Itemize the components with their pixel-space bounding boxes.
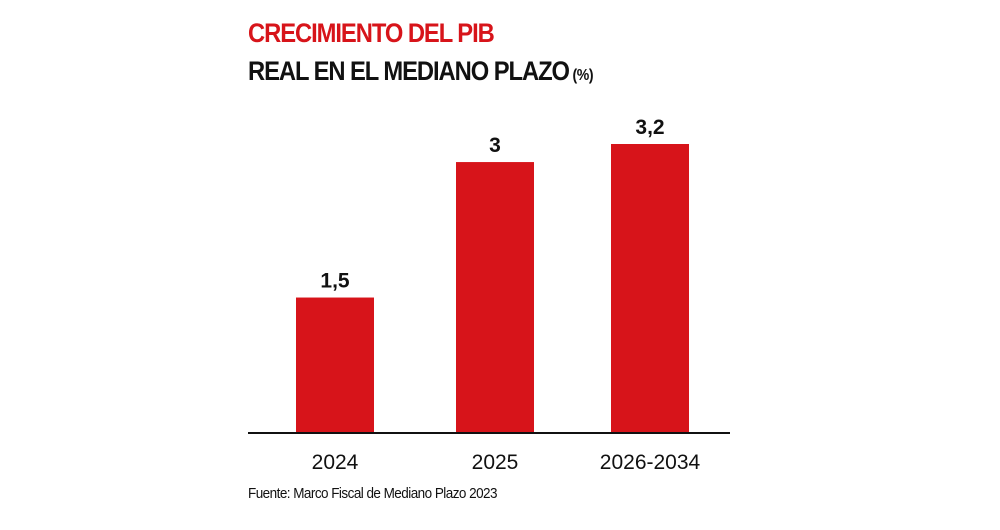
- chart-unit: (%): [572, 67, 594, 84]
- data-label-2024: 1,5: [320, 270, 350, 293]
- data-label-2025: 3: [489, 134, 501, 157]
- chart-subtitle: REAL EN EL MEDIANO PLAZO (%): [248, 56, 594, 87]
- x-tick-label-2024: 2024: [312, 451, 359, 474]
- chart-subtitle-text: REAL EN EL MEDIANO PLAZO: [248, 56, 570, 86]
- bar-2025: [456, 162, 534, 433]
- bar-2026-2034: [611, 144, 689, 433]
- bar-2024: [296, 297, 374, 433]
- x-tick-label-2026-2034: 2026-2034: [600, 451, 701, 474]
- data-label-2026-2034: 3,2: [635, 116, 664, 139]
- chart-source: Fuente: Marco Fiscal de Mediano Plazo 20…: [248, 485, 498, 502]
- chart-title: CRECIMIENTO DEL PIB: [248, 18, 495, 48]
- x-tick-label-2025: 2025: [472, 451, 519, 474]
